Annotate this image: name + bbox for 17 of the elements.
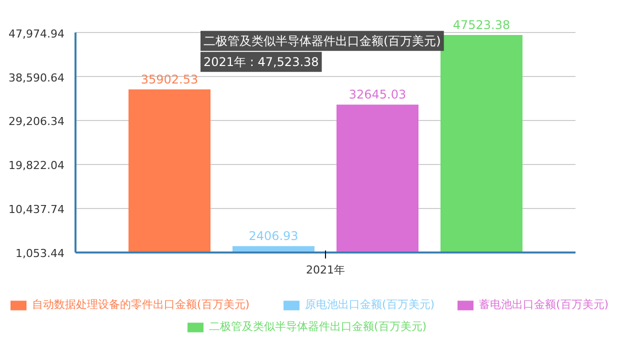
legend-label: 二极管及类似半导体器件出口金额(百万美元)	[209, 319, 427, 334]
legend-label: 原电池出口金额(百万美元)	[305, 297, 435, 312]
data-label: 47523.38	[452, 18, 510, 32]
annotation: 2021年 : 47,523.38	[204, 54, 319, 69]
data-label: 32645.03	[348, 88, 406, 102]
legend-label: 蓄电池出口金额(百万美元)	[479, 297, 609, 312]
annotation: 二极管及类似半导体器件出口金额(百万美元)	[204, 34, 441, 48]
y-tick-label: 47,974.94	[8, 27, 64, 40]
y-tick-label: 19,822.04	[8, 159, 64, 172]
y-tick-label: 38,590.64	[8, 71, 64, 84]
x-tick-label: 2021年	[306, 264, 346, 276]
y-tick-label: 10,437.74	[8, 203, 64, 216]
data-label: 2406.93	[248, 229, 298, 244]
data-label: 35902.53	[140, 72, 198, 86]
y-tick-label: 1,053.44	[16, 247, 64, 260]
y-tick-label: 29,206.34	[8, 115, 64, 128]
legend-label: 自动数据处理设备的零件出口金额(百万美元)	[32, 297, 250, 312]
